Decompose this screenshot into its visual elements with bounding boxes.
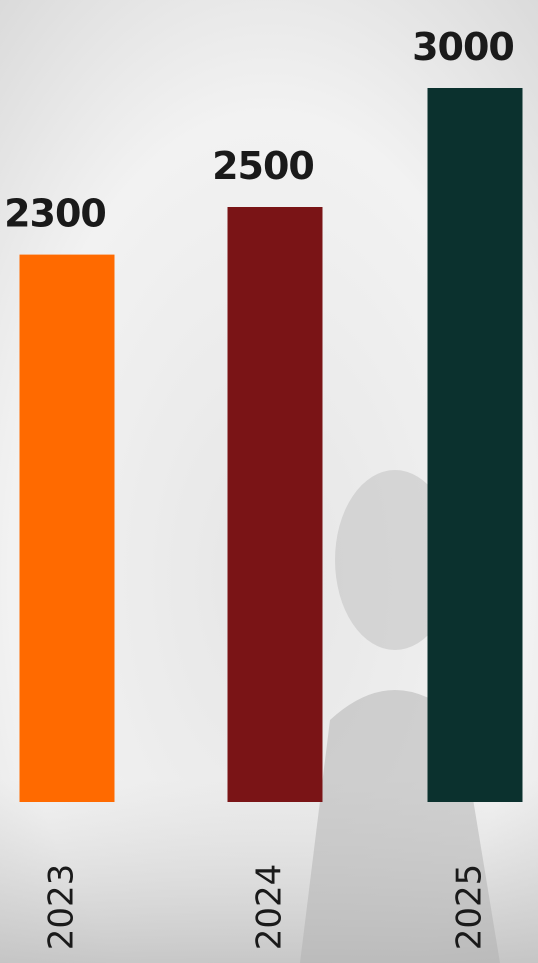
x-tick-label: 2025 (450, 864, 490, 951)
value-label: 3000 (412, 25, 514, 69)
plot: 2300 2023 2500 2024 3000 2025 (4, 25, 523, 951)
value-label: 2300 (4, 192, 106, 236)
x-tick-label: 2024 (250, 864, 290, 951)
bar (19, 254, 115, 803)
bar (427, 88, 523, 802)
value-label: 2500 (212, 144, 314, 188)
bar (227, 207, 323, 802)
background-figure (335, 470, 455, 650)
x-tick-label: 2023 (42, 864, 82, 951)
